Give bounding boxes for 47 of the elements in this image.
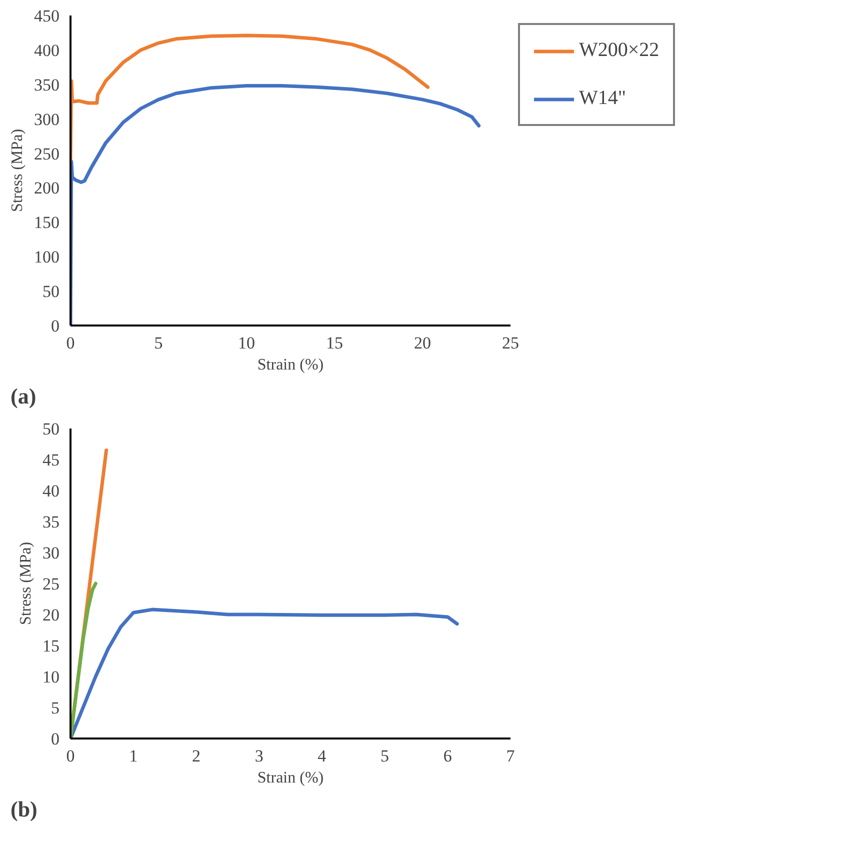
x-tick-label: 3 xyxy=(254,746,264,766)
y-tick-label: 450 xyxy=(34,6,60,26)
x-tick-label: 20 xyxy=(414,334,431,352)
y-tick-label: 0 xyxy=(51,730,60,748)
y-tick-label: 30 xyxy=(42,544,60,562)
x-tick-label: 0 xyxy=(66,746,75,766)
y-tick-label: 10 xyxy=(42,668,60,686)
legend-label: W14" xyxy=(579,87,626,110)
x-tick-label: 15 xyxy=(326,334,343,352)
y-tick-label: 45 xyxy=(42,450,60,470)
x-tick-label: 4 xyxy=(318,746,327,766)
line-series xyxy=(70,608,459,738)
y-tick-label: 5 xyxy=(51,698,60,718)
x-tick-label: 10 xyxy=(238,334,255,352)
x-axis-title: Strain (%) xyxy=(257,356,324,374)
y-tick-label: 15 xyxy=(42,636,60,656)
y-tick-label: 250 xyxy=(34,144,60,164)
text: (b) xyxy=(10,796,38,822)
x-tick-label: 7 xyxy=(506,746,516,766)
x-tick-label: 25 xyxy=(502,334,519,352)
x-tick-label: 1 xyxy=(129,746,138,766)
x-tick-label: 2 xyxy=(192,746,200,766)
y-tick-label: 20 xyxy=(42,606,60,624)
y-axis-title: Stress (MPa) xyxy=(9,128,26,212)
y-tick-label: 40 xyxy=(42,482,60,500)
y-tick-label: 150 xyxy=(34,213,60,232)
y-tick-label: 35 xyxy=(42,512,60,532)
x-tick-label: 0 xyxy=(66,334,75,352)
legend-label: W200×22 xyxy=(579,39,660,62)
y-tick-label: 300 xyxy=(34,110,60,129)
x-tick-label: 6 xyxy=(443,746,452,766)
line-series xyxy=(70,34,430,162)
line-series xyxy=(70,582,98,738)
y-tick-label: 200 xyxy=(34,178,60,198)
x-tick-label: 5 xyxy=(380,746,390,766)
x-axis-title: Strain (%) xyxy=(257,770,324,786)
y-tick-label: 350 xyxy=(34,75,60,94)
y-axis-title: Stress (MPa) xyxy=(18,542,34,626)
text: (a) xyxy=(10,384,36,408)
y-tick-label: 25 xyxy=(42,574,60,594)
x-tick-label: 5 xyxy=(154,334,163,352)
y-tick-label: 50 xyxy=(42,420,60,438)
y-tick-label: 100 xyxy=(34,248,60,267)
y-tick-label: 0 xyxy=(51,316,60,336)
y-tick-label: 400 xyxy=(34,40,60,60)
y-tick-label: 50 xyxy=(42,282,60,302)
line-series xyxy=(70,84,481,326)
